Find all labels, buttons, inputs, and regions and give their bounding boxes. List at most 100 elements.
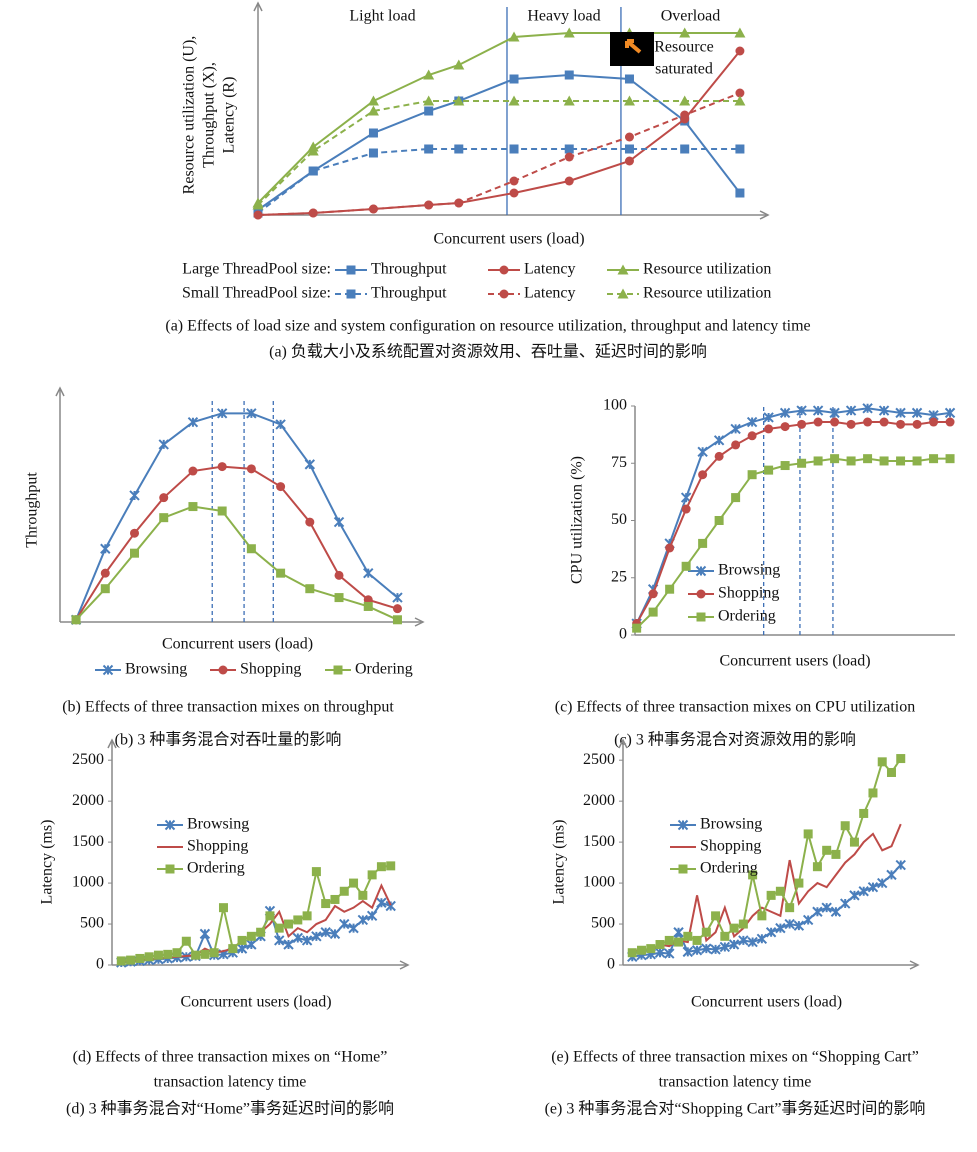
marker (333, 516, 345, 528)
marker (278, 910, 281, 913)
series-line (635, 407, 951, 624)
marker (886, 869, 897, 881)
marker (797, 902, 800, 905)
marker (617, 288, 629, 299)
marker (424, 106, 434, 116)
series-line (257, 92, 741, 216)
marker (199, 928, 211, 940)
marker (135, 953, 145, 963)
annotation-box (610, 32, 654, 66)
marker (617, 264, 629, 275)
marker (357, 914, 369, 926)
marker (564, 144, 574, 154)
marker (701, 943, 712, 954)
marker (714, 451, 724, 461)
caption: (e) Effects of three transaction mixes o… (551, 1049, 919, 1066)
marker (757, 911, 767, 921)
axis-arrow (55, 386, 65, 397)
y-axis-label: Throughput (X), (201, 62, 218, 168)
legend-label: Shopping (718, 585, 779, 602)
marker (368, 128, 378, 138)
marker (315, 923, 318, 926)
marker (181, 936, 191, 946)
marker (698, 538, 708, 548)
marker (747, 470, 757, 480)
marker (330, 894, 340, 904)
marker (829, 407, 840, 419)
marker (563, 95, 575, 106)
marker (698, 470, 708, 480)
marker (329, 928, 341, 940)
marker (728, 939, 740, 950)
marker (172, 948, 182, 958)
marker (646, 944, 656, 954)
marker (890, 845, 893, 848)
marker (839, 898, 851, 909)
marker (376, 897, 387, 908)
marker (844, 861, 847, 864)
marker (738, 919, 748, 929)
marker (668, 945, 671, 948)
marker (756, 933, 768, 944)
marker (748, 870, 758, 880)
marker (454, 198, 464, 208)
marker (878, 405, 890, 416)
marker (735, 46, 745, 56)
marker (796, 405, 807, 416)
marker (320, 927, 331, 938)
marker (386, 861, 396, 871)
marker (812, 862, 822, 872)
marker (563, 27, 575, 38)
marker (252, 199, 264, 210)
axis-arrow (618, 738, 628, 749)
marker (682, 846, 685, 849)
marker (648, 589, 658, 599)
y-axis-label: Throughput (24, 472, 41, 548)
y-tick-label: 100 (603, 397, 627, 414)
marker (209, 948, 219, 958)
marker (881, 849, 884, 852)
region-label: Heavy load (527, 8, 600, 25)
y-tick-label: 25 (611, 568, 627, 585)
marker (846, 419, 856, 429)
y-tick-label: 1500 (72, 833, 104, 850)
marker (665, 584, 675, 594)
marker (840, 821, 850, 831)
marker (695, 565, 707, 577)
marker (509, 176, 519, 186)
marker (816, 882, 819, 885)
marker (912, 456, 922, 466)
marker (216, 408, 228, 419)
marker (218, 665, 228, 675)
marker (564, 176, 574, 186)
legend-label: Ordering (355, 661, 413, 678)
marker (691, 945, 703, 956)
series-line (257, 148, 740, 214)
marker (830, 454, 840, 464)
marker (729, 923, 739, 933)
axis-arrow (414, 617, 425, 627)
marker (256, 927, 266, 937)
marker (825, 886, 828, 889)
marker (158, 439, 169, 450)
marker (813, 456, 823, 466)
marker (747, 431, 757, 441)
marker (308, 208, 318, 218)
marker (637, 945, 647, 955)
y-tick-label: 75 (611, 454, 627, 471)
marker (679, 27, 691, 38)
marker (333, 905, 336, 908)
marker (306, 931, 309, 934)
marker (679, 95, 691, 106)
marker (696, 894, 699, 897)
marker (368, 148, 378, 158)
y-tick-label: 2000 (72, 792, 104, 809)
caption: transaction latency time (659, 1074, 812, 1091)
x-axis-label: Concurrent users (load) (691, 994, 842, 1011)
marker (453, 59, 465, 70)
marker (720, 931, 730, 941)
legend-label: Browsing (718, 562, 780, 579)
x-axis-label: Concurrent users (load) (719, 653, 870, 670)
marker (274, 923, 284, 933)
marker (710, 944, 721, 955)
